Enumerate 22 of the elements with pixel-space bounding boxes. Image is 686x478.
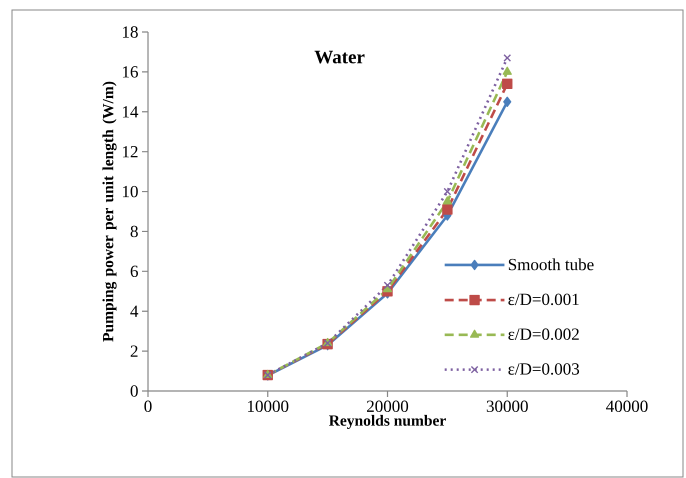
x-tick-label: 20000 (367, 400, 408, 412)
y-tick-label: 12 (122, 146, 138, 158)
legend-label: ε/D=0.002 (508, 328, 579, 340)
y-tick-label: 4 (130, 306, 138, 318)
legend-label: Smooth tube (508, 258, 594, 271)
y-tick-label: 10 (122, 186, 138, 198)
y-tick-label: 2 (130, 346, 138, 357)
x-axis-title: Reynolds number (328, 415, 446, 430)
y-tick-label: 6 (130, 266, 138, 278)
x-tick-label: 0 (144, 400, 152, 412)
text: Water (314, 51, 365, 64)
y-tick-label: 14 (122, 106, 138, 118)
legend-label: ε/D=0.003 (508, 363, 580, 376)
y-tick-label: 18 (122, 26, 138, 38)
y-tick-label: 16 (122, 66, 138, 78)
x-tick-label: 10000 (248, 400, 288, 412)
y-axis-title: Pumping power per unit length (W/m) (102, 82, 117, 342)
legend-label: ε/D=0.001 (508, 294, 579, 306)
y-tick-label: 8 (130, 226, 138, 238)
x-tick-label: 40000 (606, 400, 648, 412)
x-tick-label: 30000 (486, 400, 528, 412)
y-tick-label: 0 (130, 386, 138, 397)
